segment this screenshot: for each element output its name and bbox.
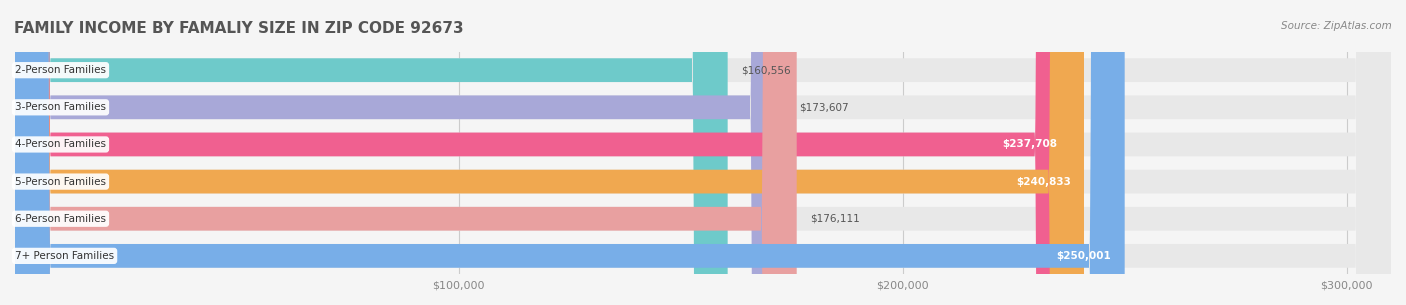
Text: 6-Person Families: 6-Person Families (15, 214, 105, 224)
FancyBboxPatch shape (15, 0, 1391, 305)
FancyBboxPatch shape (15, 0, 1391, 305)
Text: $237,708: $237,708 (1002, 139, 1057, 149)
Text: $250,001: $250,001 (1057, 251, 1111, 261)
Text: $160,556: $160,556 (741, 65, 790, 75)
Text: FAMILY INCOME BY FAMALIY SIZE IN ZIP CODE 92673: FAMILY INCOME BY FAMALIY SIZE IN ZIP COD… (14, 21, 464, 36)
FancyBboxPatch shape (15, 0, 1084, 305)
Text: $173,607: $173,607 (799, 102, 849, 112)
FancyBboxPatch shape (15, 0, 797, 305)
Text: 7+ Person Families: 7+ Person Families (15, 251, 114, 261)
Text: 3-Person Families: 3-Person Families (15, 102, 105, 112)
FancyBboxPatch shape (15, 0, 1070, 305)
FancyBboxPatch shape (15, 0, 728, 305)
Text: 5-Person Families: 5-Person Families (15, 177, 105, 187)
FancyBboxPatch shape (15, 0, 1391, 305)
FancyBboxPatch shape (15, 0, 1125, 305)
Text: $176,111: $176,111 (810, 214, 860, 224)
FancyBboxPatch shape (15, 0, 786, 305)
FancyBboxPatch shape (15, 0, 1391, 305)
FancyBboxPatch shape (15, 0, 1391, 305)
Text: Source: ZipAtlas.com: Source: ZipAtlas.com (1281, 21, 1392, 31)
Text: 4-Person Families: 4-Person Families (15, 139, 105, 149)
Text: $240,833: $240,833 (1015, 177, 1071, 187)
Text: 2-Person Families: 2-Person Families (15, 65, 105, 75)
FancyBboxPatch shape (15, 0, 1391, 305)
